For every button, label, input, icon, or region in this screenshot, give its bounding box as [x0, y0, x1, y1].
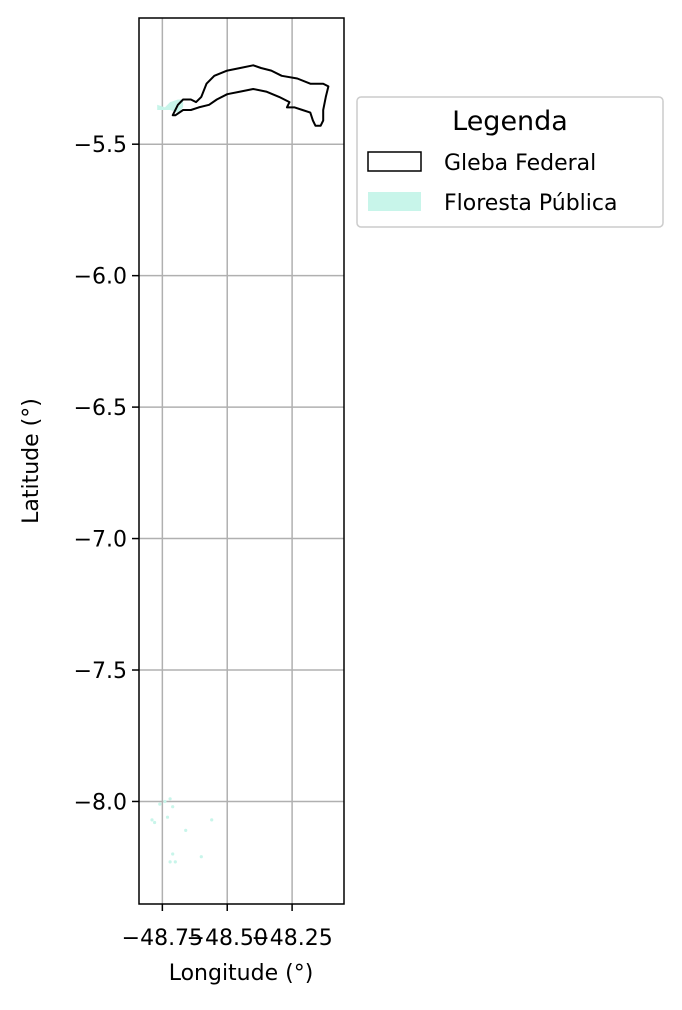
x-tick-label-1: −48.50	[187, 926, 268, 951]
legend-label-gleba-federal: Gleba Federal	[444, 151, 596, 176]
axis-ticks: −48.75−48.50−48.25 −5.5 −6.0 −6.5 −7.0 −7.5 −8…	[74, 133, 333, 951]
x-tick-label-0: −48.75	[122, 926, 203, 951]
y-tick-label-5: −8.0	[74, 790, 127, 815]
floresta-publica-fragment-5	[153, 820, 157, 825]
floresta-publica-fragment-3	[171, 805, 175, 809]
y-axis-label: Latitude (°)	[19, 398, 44, 524]
floresta-publica-fragment-4	[150, 818, 154, 822]
floresta-publica-fragment-9	[184, 828, 188, 833]
floresta-publica-fragment-11	[210, 818, 214, 822]
gleba-federal-polygon-0	[171, 64, 330, 127]
floresta-publica-fragment-2	[158, 802, 162, 806]
legend-title: Legenda	[452, 106, 568, 137]
x-axis-label: Longitude (°)	[169, 961, 314, 986]
floresta-publica-fragment-10	[199, 855, 203, 859]
legend-swatch-floresta-publica	[368, 192, 421, 211]
layer-gleba-federal	[171, 64, 330, 127]
y-tick-label-1: −6.0	[74, 265, 127, 290]
floresta-publica-fragment-12	[165, 815, 170, 819]
floresta-publica-fragment-8	[173, 860, 177, 864]
floresta-publica-fragment-1	[168, 797, 172, 801]
legend-label-floresta-publica: Floresta Pública	[444, 191, 617, 216]
y-tick-label-4: −7.5	[74, 659, 127, 684]
floresta-publica-fragment-0	[163, 799, 167, 804]
legend-swatch-gleba-federal	[367, 151, 422, 172]
y-tick-label-3: −7.0	[74, 528, 127, 553]
axes-frame	[138, 17, 345, 905]
map-layers	[150, 64, 330, 864]
floresta-publica-polygon-0	[157, 99, 184, 113]
legend-box	[356, 96, 664, 228]
floresta-publica-fragment-7	[168, 860, 172, 864]
gridlines	[139, 18, 344, 904]
floresta-publica-fragment-6	[171, 852, 175, 856]
legend: Legenda Gleba Federal Floresta Pública	[356, 96, 664, 228]
y-tick-label-2: −6.5	[74, 396, 127, 421]
layer-floresta-publica	[150, 99, 214, 864]
x-tick-label-2: −48.25	[251, 926, 332, 951]
y-tick-label-0: −5.5	[74, 133, 127, 158]
